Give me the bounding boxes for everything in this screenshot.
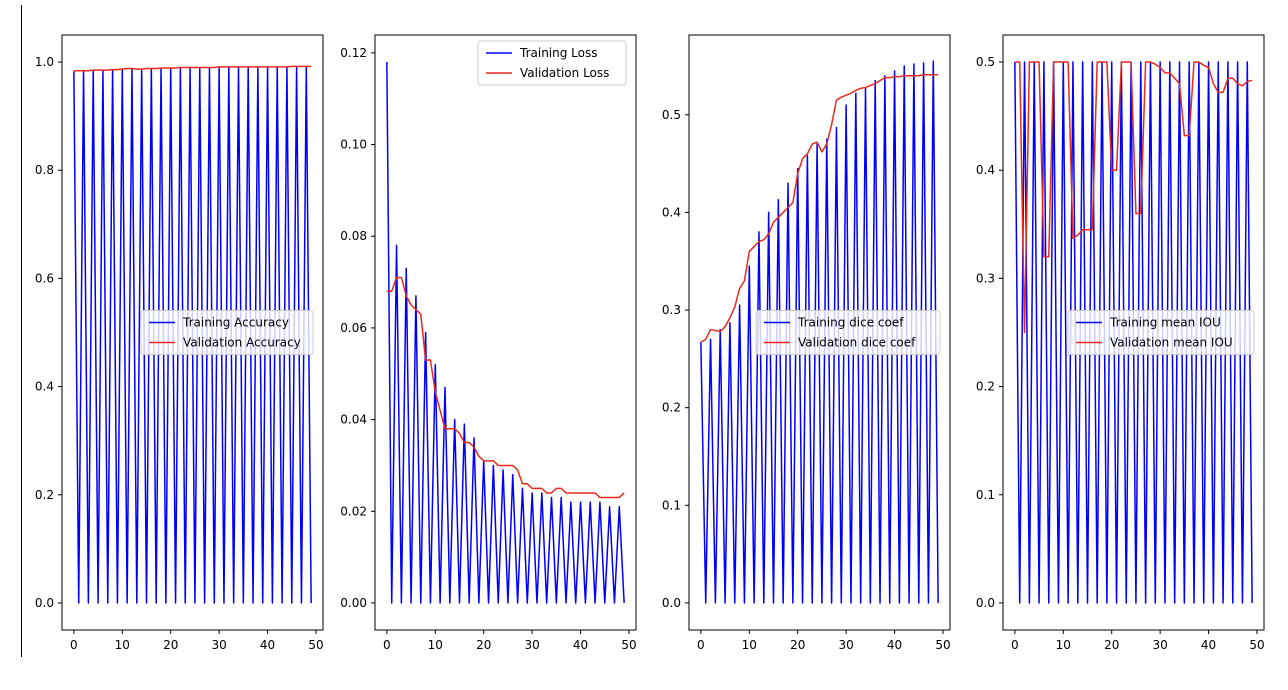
series-line-validation [700,73,939,343]
plot-frame [374,34,637,631]
legend-label-validation: Validation mean IOU [1110,336,1233,350]
chart-2: 0 10 20 30 40 50 0.00 0.02 0.04 0.06 0.08 0.10 0.12 T… [340,34,637,652]
plot-frame [61,34,324,631]
x-tick-label: 10 [428,638,443,652]
x-tick-label: 30 [838,638,853,652]
legend: Training Loss Validation Loss [477,40,627,86]
y-tick-label: 0.08 [340,229,367,243]
legend-label-validation: Validation Accuracy [183,336,301,350]
x-tick-label: 0 [697,638,705,652]
y-tick-label: 0.1 [976,488,995,502]
y-tick-label: 0.5 [976,55,995,69]
legend: Training Accuracy Validation Accuracy [140,310,314,355]
x-tick-label: 30 [1152,638,1167,652]
legend-box [140,310,314,355]
y-tick-label: 0.2 [662,401,681,415]
legend-label-training: Training mean IOU [1109,316,1221,330]
x-tick-label: 20 [476,638,491,652]
y-tick-label: 0.0 [35,596,54,610]
legend-label-validation: Validation dice coef [798,336,916,350]
x-tick-label: 40 [260,638,275,652]
y-tick-label: 1.0 [35,55,54,69]
legend-box [477,40,627,86]
legend-box [755,310,941,355]
plot-frame [1002,34,1265,631]
y-tick-label: 0.02 [340,504,367,518]
x-tick-label: 20 [1104,638,1119,652]
legend-label-training: Training Accuracy [182,316,289,330]
x-tick-label: 10 [1056,638,1071,652]
x-tick-label: 30 [524,638,539,652]
y-tick-label: 0.4 [662,205,681,219]
y-tick-label: 0.10 [340,138,367,152]
x-tick-label: 0 [383,638,391,652]
y-tick-label: 0.0 [976,596,995,610]
y-tick-label: 0.3 [662,303,681,317]
y-tick-label: 0.06 [340,321,367,335]
x-tick-label: 10 [115,638,130,652]
legend-label-training: Training Loss [519,46,597,60]
x-tick-label: 50 [621,638,636,652]
plot-frame [688,34,951,631]
y-tick-label: 0.2 [35,488,54,502]
chart-1: 0 10 20 30 40 50 0.0 0.2 0.4 0.6 0.8 1.0 Training Ac… [35,34,324,652]
y-tick-label: 0.4 [976,163,995,177]
x-tick-label: 50 [935,638,950,652]
chart-4: 0 10 20 30 40 50 0.0 0.1 0.2 0.3 0.4 0.5 Training me… [976,34,1265,652]
legend: Training dice coef Validation dice coef [755,310,941,355]
series-line-validation [73,65,312,72]
legend-label-validation: Validation Loss [520,66,609,80]
y-tick-label: 0.5 [662,108,681,122]
y-tick-label: 0.00 [340,596,367,610]
series-line-training [700,60,939,604]
x-tick-label: 10 [742,638,757,652]
legend: Training mean IOU Validation mean IOU [1067,310,1255,355]
x-tick-label: 0 [70,638,78,652]
x-tick-label: 20 [790,638,805,652]
x-tick-label: 40 [887,638,902,652]
chart-3: 0 10 20 30 40 50 0.0 0.1 0.2 0.3 0.4 0.5 Training di… [662,34,951,652]
x-tick-label: 30 [211,638,226,652]
x-tick-label: 50 [308,638,323,652]
x-tick-label: 50 [1249,638,1264,652]
legend-box [1067,310,1255,355]
left-border-rule [21,5,22,657]
series-line-training [386,62,625,604]
y-tick-label: 0.0 [662,596,681,610]
y-tick-label: 0.6 [35,271,54,285]
y-tick-label: 0.4 [35,380,54,394]
y-tick-label: 0.2 [976,380,995,394]
x-tick-label: 40 [573,638,588,652]
series-line-validation [386,276,625,499]
x-tick-label: 20 [163,638,178,652]
y-tick-label: 0.04 [340,413,367,427]
y-tick-label: 0.12 [340,46,367,60]
y-tick-label: 0.1 [662,498,681,512]
series-line-validation [1014,61,1253,334]
x-tick-label: 0 [1011,638,1019,652]
y-tick-label: 0.8 [35,163,54,177]
x-tick-label: 40 [1201,638,1216,652]
legend-label-training: Training dice coef [797,316,904,330]
y-tick-label: 0.3 [976,271,995,285]
